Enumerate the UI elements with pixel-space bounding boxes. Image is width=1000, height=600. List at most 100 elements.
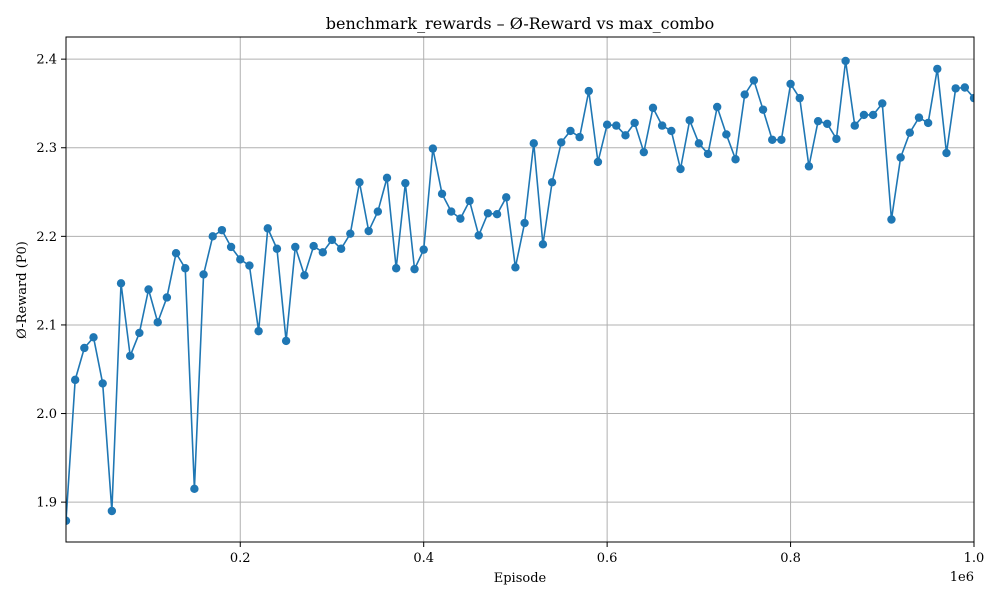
x-axis-offset-label: 1e6	[950, 570, 974, 585]
data-point	[722, 130, 730, 138]
data-point	[80, 344, 88, 352]
data-point	[896, 153, 904, 161]
data-point	[566, 127, 574, 135]
data-point	[887, 215, 895, 223]
data-point	[594, 158, 602, 166]
data-point	[264, 224, 272, 232]
data-point	[841, 57, 849, 65]
data-point	[163, 293, 171, 301]
data-point	[475, 231, 483, 239]
data-point	[300, 271, 308, 279]
data-point	[172, 249, 180, 257]
data-point	[493, 210, 501, 218]
y-tick-label: 1.9	[36, 496, 57, 511]
data-point	[438, 190, 446, 198]
data-point	[135, 329, 143, 337]
data-point	[658, 121, 666, 129]
data-point	[117, 279, 125, 287]
data-point	[236, 255, 244, 263]
x-tick-label: 0.4	[413, 551, 434, 566]
data-point	[823, 120, 831, 128]
data-point	[878, 99, 886, 107]
data-point	[768, 136, 776, 144]
data-point	[741, 90, 749, 98]
data-point	[603, 121, 611, 129]
y-tick-label: 2.3	[36, 141, 57, 156]
y-tick-label: 2.4	[36, 53, 57, 68]
data-point	[649, 104, 657, 112]
data-point	[144, 285, 152, 293]
data-point	[89, 333, 97, 341]
data-point	[630, 119, 638, 127]
data-point	[199, 270, 207, 278]
series-line	[66, 61, 974, 521]
data-point	[465, 197, 473, 205]
data-point	[640, 148, 648, 156]
data-point	[291, 243, 299, 251]
data-point	[456, 214, 464, 222]
data-point	[254, 327, 262, 335]
y-tick-label: 2.2	[36, 230, 57, 245]
data-point	[218, 226, 226, 234]
data-point	[502, 193, 510, 201]
data-point	[328, 236, 336, 244]
x-tick-label: 0.2	[230, 551, 251, 566]
data-point	[832, 135, 840, 143]
data-point	[539, 240, 547, 248]
data-point	[374, 207, 382, 215]
data-point	[951, 84, 959, 92]
data-point	[786, 80, 794, 88]
data-point	[612, 121, 620, 129]
chart-title: benchmark_rewards – Ø-Reward vs max_comb…	[326, 14, 715, 33]
data-point	[924, 119, 932, 127]
data-point	[530, 139, 538, 147]
data-point	[777, 136, 785, 144]
data-point	[667, 127, 675, 135]
data-point	[319, 248, 327, 256]
data-point	[392, 264, 400, 272]
data-point	[355, 178, 363, 186]
data-point	[98, 379, 106, 387]
data-point	[860, 111, 868, 119]
series-line-group	[62, 57, 978, 525]
data-point	[575, 133, 583, 141]
data-point	[933, 65, 941, 73]
data-point	[915, 113, 923, 121]
data-point	[759, 105, 767, 113]
data-point	[695, 139, 703, 147]
data-point	[245, 261, 253, 269]
data-point	[869, 111, 877, 119]
data-point	[851, 121, 859, 129]
data-point	[346, 229, 354, 237]
data-point	[942, 149, 950, 157]
x-axis-label: Episode	[494, 571, 547, 586]
data-point	[181, 264, 189, 272]
y-axis-ticks: 1.9 2.0 2.1 2.2 2.3 2.4	[36, 53, 66, 511]
x-tick-label: 1.0	[964, 551, 985, 566]
x-axis-ticks: 0.2 0.4 0.6 0.8 1.0	[230, 542, 984, 566]
y-axis-label: Ø-Reward (P0)	[15, 241, 30, 339]
data-point	[383, 174, 391, 182]
data-point	[108, 507, 116, 515]
data-point	[484, 209, 492, 217]
data-point	[585, 87, 593, 95]
data-point	[309, 242, 317, 250]
data-point	[511, 263, 519, 271]
data-point	[713, 103, 721, 111]
data-point	[154, 318, 162, 326]
y-tick-label: 2.1	[36, 318, 57, 333]
data-point	[906, 128, 914, 136]
data-point	[796, 94, 804, 102]
data-point	[731, 155, 739, 163]
data-point	[71, 376, 79, 384]
data-point	[337, 245, 345, 253]
data-point	[961, 83, 969, 91]
data-point	[209, 232, 217, 240]
data-point	[282, 337, 290, 345]
x-tick-label: 0.6	[597, 551, 618, 566]
data-point	[520, 219, 528, 227]
data-point	[685, 116, 693, 124]
x-tick-label: 0.8	[780, 551, 801, 566]
